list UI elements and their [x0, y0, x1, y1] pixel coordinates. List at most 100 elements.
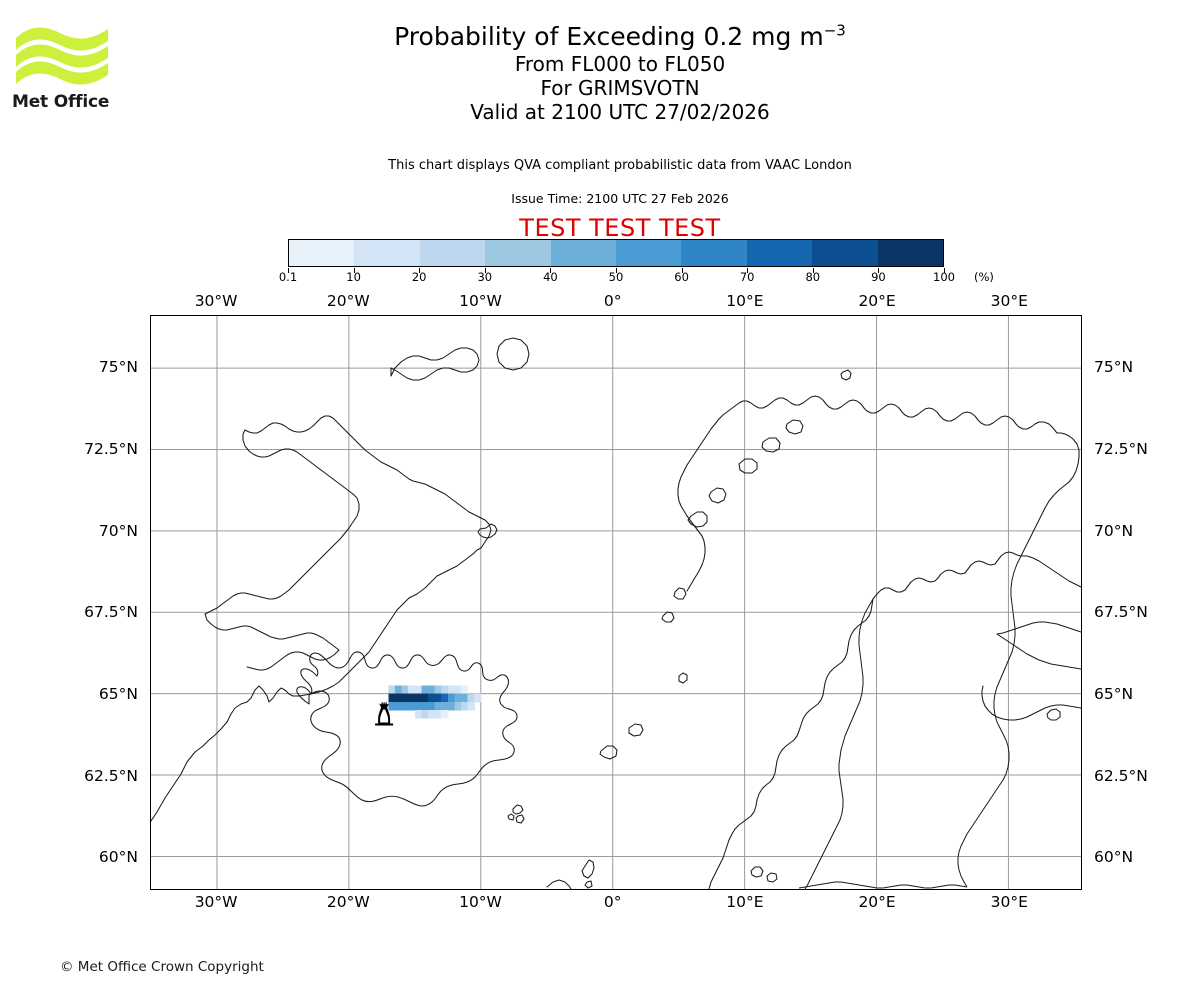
latitude-label-left: 65°N	[98, 684, 138, 703]
colorbar-tick-label: 40	[543, 270, 558, 284]
longitude-label-top: 30°E	[990, 292, 1028, 310]
colorbar-tick-label: 90	[871, 270, 886, 284]
plume-cell	[408, 693, 416, 703]
colorbar-segment-8	[812, 240, 878, 266]
longitude-label-top: 30°W	[194, 292, 238, 310]
coastline-faroe-islands	[507, 804, 525, 824]
colorbar-tick-labels: 0.1 10 20 30 40 50 60 70 80 90 100	[279, 270, 955, 286]
title-valid-time: Valid at 2100 UTC 27/02/2026	[470, 100, 770, 124]
colorbar-tick	[681, 268, 683, 273]
plume-cell	[395, 701, 403, 711]
plume-cell	[388, 685, 396, 695]
latitude-label-right: 65°N	[1094, 684, 1134, 703]
plume-cell	[401, 701, 409, 711]
plume-cell	[428, 685, 436, 695]
plume-cell	[467, 701, 475, 711]
plume-cell	[474, 693, 482, 703]
colorbar-tick	[353, 268, 355, 273]
plume-cell	[441, 701, 449, 711]
met-office-logo: Met Office	[12, 22, 122, 114]
plume-cell	[447, 693, 456, 703]
plume-cell	[414, 701, 423, 711]
colorbar-tick-label: 100	[933, 270, 955, 284]
colorbar-segment-7	[746, 240, 813, 266]
longitude-label-bottom: 10°W	[459, 893, 502, 911]
plume-cell	[388, 693, 396, 703]
plume-cell	[461, 685, 469, 695]
plume-cell	[395, 693, 403, 703]
colorbar-tick-label: 20	[411, 270, 427, 284]
colorbar-segment-0	[289, 240, 355, 266]
plume-cell	[441, 693, 449, 703]
plume-cell	[434, 709, 442, 719]
colorbar-tick-label: 10	[346, 270, 361, 284]
colorbar-tick-label: 0.1	[278, 270, 298, 284]
plume-cell	[395, 685, 403, 695]
volcano-marker-inner	[380, 709, 389, 723]
plume-cell	[428, 701, 436, 711]
plume-cell	[408, 685, 416, 695]
plume-cell	[421, 693, 429, 703]
plume-cell	[447, 685, 456, 695]
map-svg	[151, 316, 1081, 889]
met-office-logo-text: Met Office	[12, 92, 110, 112]
qva-compliance-note: This chart displays QVA compliant probab…	[388, 158, 852, 173]
latitude-label-left: 62.5°N	[84, 766, 138, 785]
title-volcano-name: For GRIMSVOTN	[540, 76, 700, 100]
colorbar-tick	[616, 268, 617, 273]
map-plot-area	[150, 315, 1082, 890]
plume-cell	[434, 693, 442, 703]
coastline-scotland	[546, 879, 572, 889]
colorbar-segment-3	[485, 240, 551, 266]
colorbar-tick-label: 50	[608, 270, 624, 284]
title-block: Probability of Exceeding 0.2 mg m−3 From…	[150, 22, 1090, 124]
latitude-label-right: 75°N	[1094, 358, 1134, 377]
colorbar-tick-label: 30	[477, 270, 493, 284]
plume-cell	[428, 709, 436, 719]
colorbar-tick	[878, 268, 880, 273]
latitude-label-left: 70°N	[98, 521, 138, 540]
colorbar-segment-1	[354, 240, 420, 266]
plume-cell	[434, 701, 442, 711]
coastline-shetland-islands	[581, 859, 595, 889]
longitude-label-top: 10°E	[726, 292, 764, 310]
coastline-svalbard-islet	[840, 369, 852, 381]
plume-cell	[441, 709, 449, 719]
longitude-label-top: 20°E	[858, 292, 896, 310]
latitude-label-left: 72.5°N	[84, 439, 138, 458]
coastline-denmark	[750, 866, 778, 883]
longitude-axis-bottom: 30°W 20°W 10°W 0° 10°E 20°E 30°E	[150, 893, 1082, 915]
latitude-label-right: 62.5°N	[1094, 766, 1148, 785]
colorbar-tick-label: 70	[739, 270, 755, 284]
page-title-superscript: −3	[823, 21, 846, 40]
coastline-greenland	[151, 337, 530, 822]
ash-plume-probability-cells	[388, 685, 482, 719]
longitude-label-bottom: 10°E	[726, 893, 764, 911]
plume-cell	[414, 693, 423, 703]
colorbar-tick	[944, 268, 945, 273]
latitude-label-left: 67.5°N	[84, 603, 138, 622]
colorbar-segment-5	[616, 240, 682, 266]
plume-cell	[388, 701, 396, 711]
latitude-label-left: 75°N	[98, 358, 138, 377]
plume-cell	[441, 685, 449, 695]
issue-time-label: Issue Time: 2100 UTC 27 Feb 2026	[511, 191, 729, 206]
probability-colorbar	[288, 239, 944, 267]
longitude-label-top: 20°W	[326, 292, 370, 310]
colorbar-tick-label: 80	[805, 270, 821, 284]
colorbar-segment-4	[550, 240, 617, 266]
longitude-label-top: 0°	[603, 292, 622, 310]
copyright-notice: © Met Office Crown Copyright	[60, 959, 264, 975]
colorbar-segment-6	[681, 240, 747, 266]
plume-cell	[401, 685, 409, 695]
latitude-axis-left: 75°N 72.5°N 70°N 67.5°N 65°N 62.5°N 60°N	[0, 315, 146, 890]
volcano-icon	[375, 701, 394, 726]
colorbar-segment-9	[877, 240, 944, 266]
longitude-label-bottom: 20°E	[858, 893, 896, 911]
latitude-axis-right: 75°N 72.5°N 70°N 67.5°N 65°N 62.5°N 60°N	[1086, 315, 1200, 890]
longitude-label-bottom: 0°	[603, 893, 622, 911]
colorbar-tick	[550, 268, 552, 273]
colorbar-segment-2	[419, 240, 486, 266]
page-title: Probability of Exceeding 0.2 mg m−3	[150, 22, 1090, 52]
title-flight-levels: From FL000 to FL050	[514, 52, 726, 76]
